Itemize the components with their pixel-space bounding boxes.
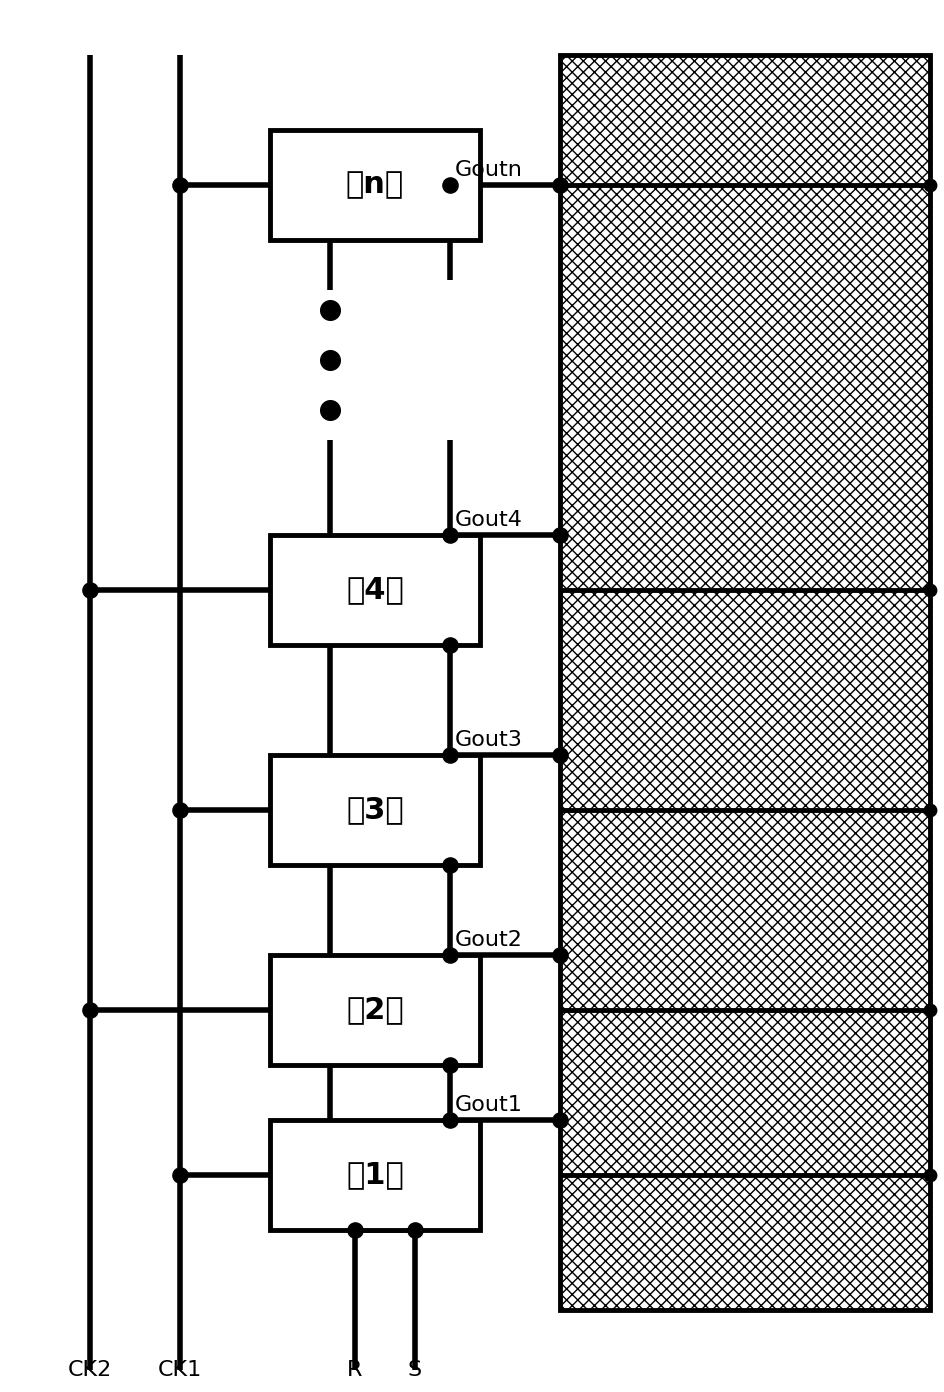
Text: 第2级: 第2级 bbox=[346, 995, 404, 1025]
Point bbox=[443, 944, 458, 966]
Point bbox=[443, 1054, 458, 1076]
Bar bbox=[270, 129, 480, 239]
Point bbox=[173, 799, 188, 821]
Bar bbox=[560, 56, 930, 1310]
Point bbox=[82, 579, 97, 601]
Point bbox=[323, 299, 338, 322]
Text: Goutn: Goutn bbox=[455, 160, 523, 180]
Point bbox=[408, 1219, 423, 1242]
Point bbox=[323, 400, 338, 422]
Point bbox=[443, 633, 458, 656]
Text: CK2: CK2 bbox=[68, 1360, 112, 1379]
Text: Gout4: Gout4 bbox=[455, 509, 523, 530]
Point bbox=[82, 999, 97, 1022]
Point bbox=[552, 174, 567, 196]
Text: 第4级: 第4级 bbox=[346, 575, 404, 604]
Bar bbox=[270, 754, 480, 864]
Point bbox=[922, 579, 937, 601]
Point bbox=[552, 743, 567, 766]
Text: Gout3: Gout3 bbox=[455, 729, 523, 750]
Text: 第1级: 第1级 bbox=[346, 1161, 404, 1190]
Point bbox=[443, 523, 458, 546]
Text: Gout2: Gout2 bbox=[455, 930, 523, 949]
Point bbox=[173, 174, 188, 196]
Bar bbox=[270, 535, 480, 644]
Text: R: R bbox=[347, 1360, 362, 1379]
Point bbox=[443, 853, 458, 876]
Point bbox=[922, 1164, 937, 1186]
Point bbox=[552, 523, 567, 546]
Bar bbox=[270, 955, 480, 1065]
Point bbox=[347, 1219, 362, 1242]
Bar bbox=[270, 1121, 480, 1231]
Text: 第n级: 第n级 bbox=[346, 170, 404, 199]
Point bbox=[443, 743, 458, 766]
Point bbox=[552, 1109, 567, 1132]
Text: CK1: CK1 bbox=[158, 1360, 202, 1379]
Point bbox=[552, 944, 567, 966]
Point bbox=[173, 1164, 188, 1186]
Text: 第3级: 第3级 bbox=[346, 795, 404, 824]
Point bbox=[443, 1109, 458, 1132]
Point bbox=[443, 174, 458, 196]
Text: Gout1: Gout1 bbox=[455, 1096, 523, 1115]
Point bbox=[922, 799, 937, 821]
Text: S: S bbox=[408, 1360, 422, 1379]
Point bbox=[922, 999, 937, 1022]
Point bbox=[922, 174, 937, 196]
Point bbox=[323, 349, 338, 372]
